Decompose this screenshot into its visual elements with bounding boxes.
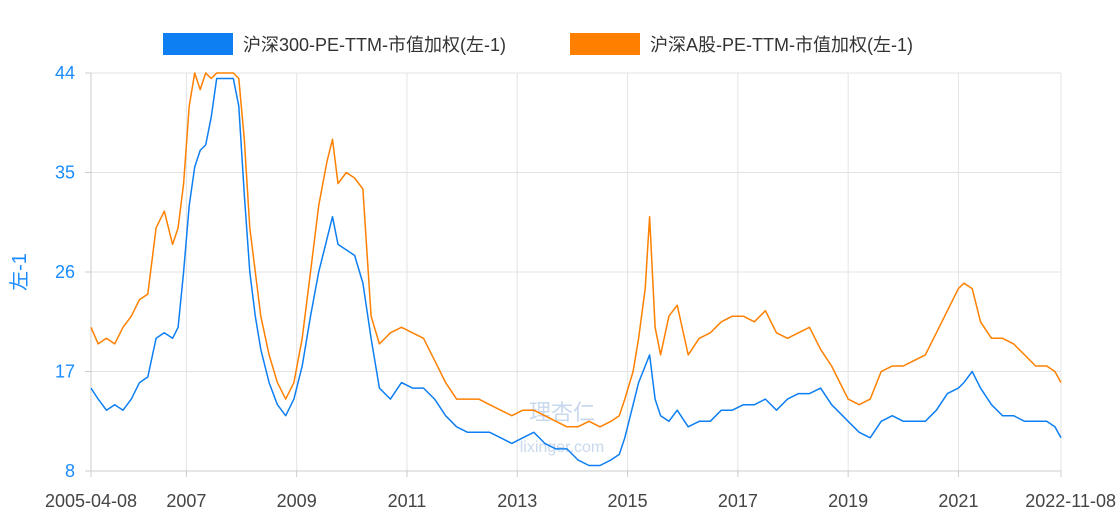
y-tick-label-3: 17 bbox=[55, 362, 75, 382]
y-axis-label: 左-1 bbox=[8, 253, 31, 291]
y-tick-label-0: 44 bbox=[55, 63, 75, 83]
y-tick-label-1: 35 bbox=[55, 163, 75, 183]
y-axis-ticks: 44 35 26 17 8 bbox=[55, 63, 91, 481]
x-tick-label-8: 2021 bbox=[938, 491, 978, 511]
x-tick-label-5: 2015 bbox=[608, 491, 648, 511]
series-line-1 bbox=[90, 72, 1062, 428]
legend-label-1: 沪深A股-PE-TTM-市值加权(左-1) bbox=[650, 35, 913, 55]
x-tick-label-3: 2011 bbox=[388, 491, 427, 511]
x-tick-label-1: 2007 bbox=[166, 491, 206, 511]
chart-legend[interactable]: 沪深300-PE-TTM-市值加权(左-1) 沪深A股-PE-TTM-市值加权(左… bbox=[163, 33, 913, 55]
y-tick-label-4: 8 bbox=[65, 461, 75, 481]
x-tick-label-4: 2013 bbox=[497, 491, 537, 511]
chart-series bbox=[90, 72, 1062, 467]
x-tick-label-6: 2017 bbox=[718, 491, 758, 511]
x-tick-label-2: 2009 bbox=[277, 491, 317, 511]
x-tick-label-0: 2005-04-08 bbox=[45, 491, 137, 511]
legend-item-0[interactable]: 沪深300-PE-TTM-市值加权(左-1) bbox=[163, 33, 506, 55]
legend-swatch-1 bbox=[570, 33, 640, 55]
series-line-0 bbox=[90, 77, 1062, 467]
watermark-url-text: lixinger.com bbox=[520, 439, 604, 456]
x-tick-label-9: 2022-11-08 bbox=[1025, 491, 1116, 511]
legend-swatch-0 bbox=[163, 33, 233, 55]
x-tick-label-7: 2019 bbox=[828, 491, 868, 511]
legend-item-1[interactable]: 沪深A股-PE-TTM-市值加权(左-1) bbox=[570, 33, 913, 55]
legend-label-0: 沪深300-PE-TTM-市值加权(左-1) bbox=[243, 35, 506, 55]
y-tick-label-2: 26 bbox=[55, 262, 75, 282]
x-axis-ticks: 2005-04-08 2007 2009 2011 2013 2015 2017 2019 20… bbox=[45, 471, 1116, 511]
watermark: 理杏仁 lixinger.com bbox=[520, 400, 604, 456]
